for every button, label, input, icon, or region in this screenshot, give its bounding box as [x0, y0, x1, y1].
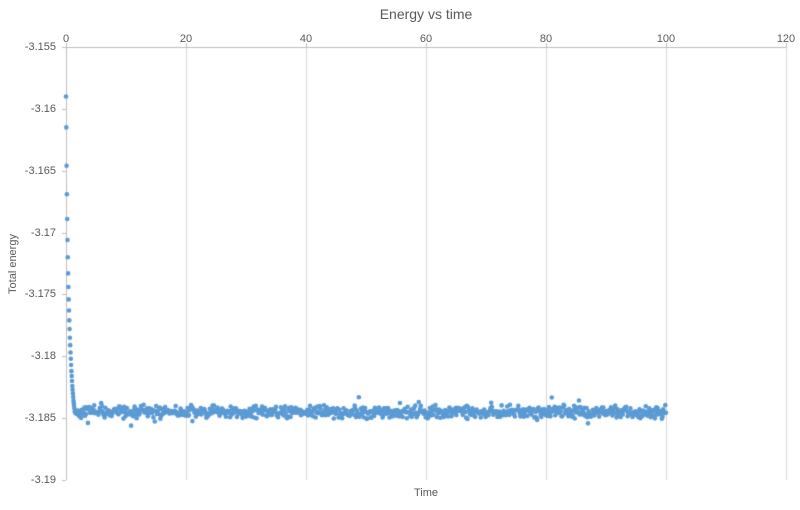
chart-title: Energy vs time	[379, 6, 473, 22]
y-axis-tick-label: -3.17	[30, 226, 56, 239]
x-axis-tick-label: 80	[539, 33, 553, 45]
y-axis-tick-label: -3.185	[24, 412, 56, 425]
y-axis-title: Total energy	[7, 234, 19, 294]
x-axis-tick-label: 0	[62, 33, 70, 45]
x-axis-tick-label: 60	[419, 33, 433, 45]
x-axis-tick-label: 120	[776, 33, 796, 45]
x-axis-title: Time	[413, 487, 439, 499]
y-axis-tick-label: -3.19	[30, 474, 56, 486]
y-axis-tick-label: -3.155	[24, 41, 56, 53]
x-axis-tick-label: 20	[179, 33, 193, 45]
y-axis-tick-label: -3.175	[24, 288, 56, 301]
y-axis-tick-label: -3.165	[24, 164, 56, 177]
x-axis-tick-label: 100	[656, 33, 676, 45]
x-axis-tick-label: 40	[299, 33, 313, 45]
y-axis-tick-label: -3.16	[30, 102, 56, 115]
y-axis-tick-label: -3.18	[30, 350, 56, 363]
